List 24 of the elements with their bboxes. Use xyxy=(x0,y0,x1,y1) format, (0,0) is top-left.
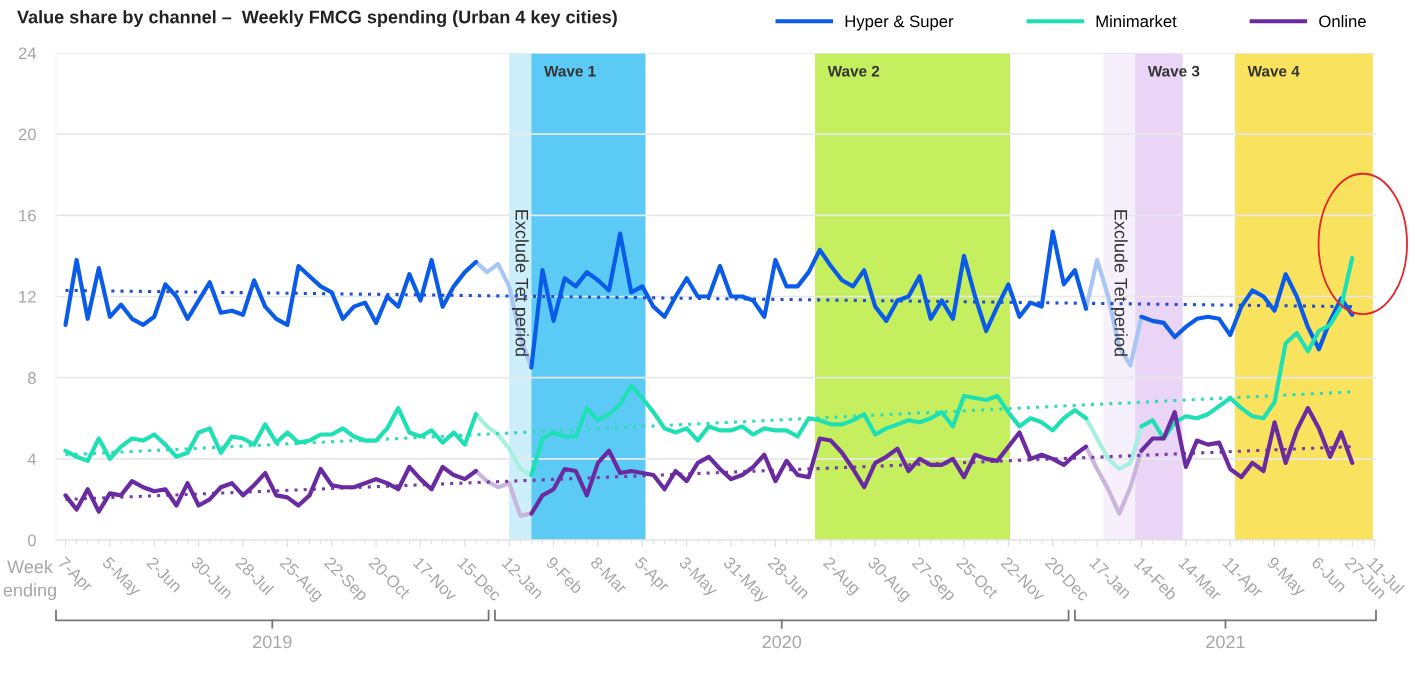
text: 2020 xyxy=(762,635,802,649)
line-series xyxy=(1083,444,1144,516)
band-label: Exclude Tet period xyxy=(511,210,529,356)
text: 2019 xyxy=(253,635,292,649)
legend-label: Hyper & Super xyxy=(845,15,954,31)
band-label: Wave 4 xyxy=(1247,65,1300,77)
band-label: Exclude Tet period xyxy=(1110,210,1128,356)
y-tick-label: 16 xyxy=(19,209,36,222)
y-tick-label: 20 xyxy=(18,128,36,141)
legend-label: Minimarket xyxy=(1096,15,1177,28)
line-series xyxy=(473,468,534,518)
line-series xyxy=(1083,416,1144,472)
band-label: Wave 2 xyxy=(827,65,880,77)
chart-title: Value share by channel – Weekly FMCG spending (Urban 4 key cities) xyxy=(17,10,617,28)
text: 2021 xyxy=(1206,635,1245,649)
band-label: Wave 1 xyxy=(544,65,596,77)
y-tick-label: 24 xyxy=(18,47,37,60)
legend-label: Online xyxy=(1319,15,1366,28)
y-tick-label: 8 xyxy=(28,372,36,384)
y-tick-label: 4 xyxy=(27,453,37,465)
y-tick-label: 0 xyxy=(27,534,36,547)
band-label: Wave 3 xyxy=(1147,65,1200,77)
y-tick-label: 12 xyxy=(19,290,36,303)
text: Week ending xyxy=(3,559,56,601)
